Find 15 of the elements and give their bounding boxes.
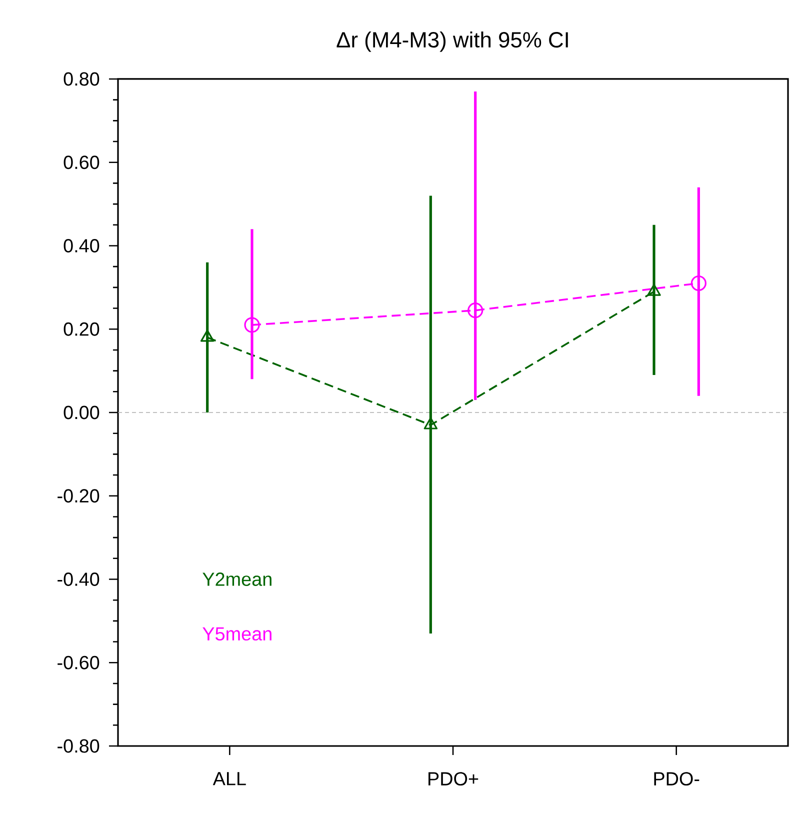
y-tick-label: -0.80 [58, 739, 100, 753]
text: Y5mean [202, 627, 272, 641]
x-tick-label: PDO- [654, 772, 700, 786]
text: Y2mean [202, 572, 272, 586]
y-tick-label: 0.60 [64, 156, 100, 170]
y-tick-label: -0.60 [58, 656, 100, 670]
y-tick-label: 0.00 [64, 406, 100, 420]
x-tick-label: ALL [212, 772, 246, 786]
y-tick-label: -0.20 [58, 489, 100, 503]
y-tick-label: 0.20 [64, 322, 100, 336]
x-tick-label: PDO+ [428, 772, 478, 786]
y-tick-label: 0.40 [64, 239, 100, 252]
chart-title: Δr (M4-M3) with 95% CI [336, 31, 568, 52]
y-tick-label: 0.80 [64, 72, 100, 86]
y-tick-label: -0.40 [58, 572, 100, 586]
